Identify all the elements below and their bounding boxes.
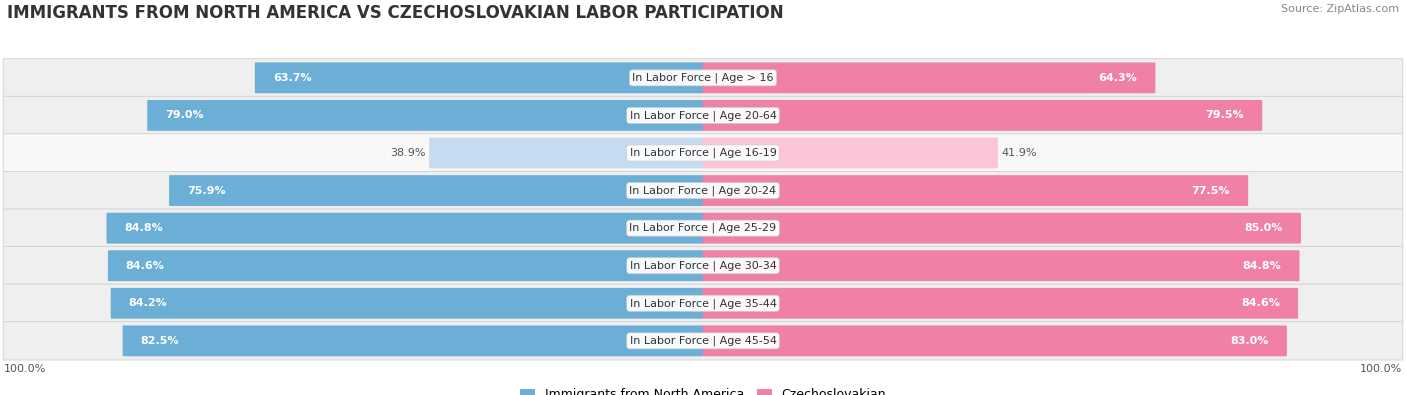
Text: In Labor Force | Age 45-54: In Labor Force | Age 45-54 [630,336,776,346]
Text: 64.3%: 64.3% [1098,73,1137,83]
FancyBboxPatch shape [703,137,998,168]
Text: 100.0%: 100.0% [1360,364,1403,374]
FancyBboxPatch shape [148,100,703,131]
Text: Source: ZipAtlas.com: Source: ZipAtlas.com [1281,4,1399,14]
FancyBboxPatch shape [703,62,1156,93]
FancyBboxPatch shape [429,137,703,168]
FancyBboxPatch shape [3,209,1403,247]
Text: In Labor Force | Age 20-24: In Labor Force | Age 20-24 [630,185,776,196]
FancyBboxPatch shape [3,246,1403,285]
Text: 84.8%: 84.8% [1243,261,1282,271]
Text: 75.9%: 75.9% [187,186,225,196]
Text: 79.0%: 79.0% [165,111,204,120]
FancyBboxPatch shape [107,213,703,244]
Text: 77.5%: 77.5% [1192,186,1230,196]
Text: 84.2%: 84.2% [129,298,167,308]
FancyBboxPatch shape [703,213,1301,244]
Text: 82.5%: 82.5% [141,336,179,346]
Legend: Immigrants from North America, Czechoslovakian: Immigrants from North America, Czechoslo… [515,384,891,395]
Text: 38.9%: 38.9% [391,148,426,158]
FancyBboxPatch shape [254,62,703,93]
Text: 100.0%: 100.0% [3,364,46,374]
FancyBboxPatch shape [3,284,1403,322]
FancyBboxPatch shape [108,250,703,281]
Text: 83.0%: 83.0% [1230,336,1268,346]
Text: In Labor Force | Age 25-29: In Labor Force | Age 25-29 [630,223,776,233]
FancyBboxPatch shape [703,325,1286,356]
FancyBboxPatch shape [169,175,703,206]
Text: 63.7%: 63.7% [273,73,311,83]
Text: In Labor Force | Age 20-64: In Labor Force | Age 20-64 [630,110,776,120]
FancyBboxPatch shape [703,175,1249,206]
FancyBboxPatch shape [3,59,1403,97]
FancyBboxPatch shape [111,288,703,319]
Text: In Labor Force | Age > 16: In Labor Force | Age > 16 [633,73,773,83]
Text: 79.5%: 79.5% [1206,111,1244,120]
FancyBboxPatch shape [3,322,1403,360]
FancyBboxPatch shape [122,325,703,356]
Text: In Labor Force | Age 30-34: In Labor Force | Age 30-34 [630,260,776,271]
FancyBboxPatch shape [703,250,1299,281]
FancyBboxPatch shape [3,134,1403,172]
FancyBboxPatch shape [3,96,1403,135]
Text: 84.8%: 84.8% [125,223,163,233]
Text: 84.6%: 84.6% [1241,298,1281,308]
Text: 85.0%: 85.0% [1244,223,1282,233]
Text: In Labor Force | Age 35-44: In Labor Force | Age 35-44 [630,298,776,308]
FancyBboxPatch shape [703,288,1298,319]
Text: 84.6%: 84.6% [127,261,165,271]
Text: In Labor Force | Age 16-19: In Labor Force | Age 16-19 [630,148,776,158]
FancyBboxPatch shape [3,171,1403,210]
FancyBboxPatch shape [703,100,1263,131]
Text: IMMIGRANTS FROM NORTH AMERICA VS CZECHOSLOVAKIAN LABOR PARTICIPATION: IMMIGRANTS FROM NORTH AMERICA VS CZECHOS… [7,4,783,22]
Text: 41.9%: 41.9% [1001,148,1036,158]
